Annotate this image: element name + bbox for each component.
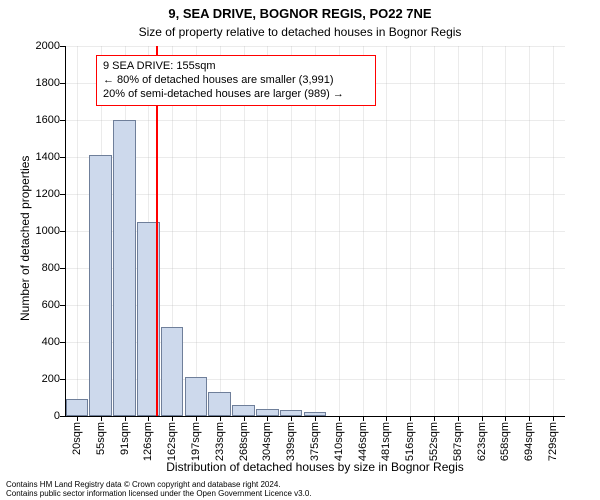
y-tick-label: 2000	[0, 40, 60, 52]
x-axis-label: Distribution of detached houses by size …	[65, 460, 565, 474]
y-tick-mark	[60, 379, 65, 380]
x-tick-label: 694sqm	[523, 422, 535, 461]
x-tick-mark	[196, 416, 197, 421]
x-tick-label: 91sqm	[119, 422, 131, 455]
x-tick-mark	[125, 416, 126, 421]
x-tick-label: 446sqm	[357, 422, 369, 461]
y-tick-label: 1200	[0, 188, 60, 200]
x-tick-label: 55sqm	[95, 422, 107, 455]
chart-container: 9, SEA DRIVE, BOGNOR REGIS, PO22 7NE Siz…	[0, 0, 600, 500]
x-tick-label: 339sqm	[285, 422, 297, 461]
annotation-box: 9 SEA DRIVE: 155sqm← 80% of detached hou…	[96, 55, 376, 106]
y-tick-label: 400	[0, 336, 60, 348]
y-tick-label: 1600	[0, 114, 60, 126]
y-tick-mark	[60, 416, 65, 417]
y-tick-label: 600	[0, 299, 60, 311]
grid-line-v	[458, 46, 459, 416]
x-tick-mark	[363, 416, 364, 421]
footer-line1: Contains HM Land Registry data © Crown c…	[6, 480, 312, 489]
grid-line-v	[553, 46, 554, 416]
bar	[256, 409, 279, 416]
bar	[161, 327, 184, 416]
x-tick-mark	[410, 416, 411, 421]
x-tick-mark	[244, 416, 245, 421]
x-tick-label: 197sqm	[190, 422, 202, 461]
footer-attribution: Contains HM Land Registry data © Crown c…	[6, 480, 312, 498]
x-tick-label: 587sqm	[452, 422, 464, 461]
annotation-line: 20% of semi-detached houses are larger (…	[103, 88, 369, 102]
x-tick-mark	[482, 416, 483, 421]
x-tick-mark	[291, 416, 292, 421]
bar	[232, 405, 255, 416]
grid-line-v	[505, 46, 506, 416]
x-tick-mark	[220, 416, 221, 421]
y-tick-mark	[60, 120, 65, 121]
x-tick-label: 268sqm	[238, 422, 250, 461]
y-tick-mark	[60, 157, 65, 158]
x-tick-label: 126sqm	[142, 422, 154, 461]
y-tick-label: 200	[0, 373, 60, 385]
x-tick-label: 516sqm	[404, 422, 416, 461]
y-tick-mark	[60, 305, 65, 306]
y-tick-mark	[60, 231, 65, 232]
x-tick-mark	[148, 416, 149, 421]
x-tick-label: 162sqm	[166, 422, 178, 461]
y-tick-label: 1800	[0, 77, 60, 89]
x-tick-mark	[434, 416, 435, 421]
grid-line-v	[386, 46, 387, 416]
annotation-line: ← 80% of detached houses are smaller (3,…	[103, 74, 369, 88]
y-tick-label: 1400	[0, 151, 60, 163]
chart-title-main: 9, SEA DRIVE, BOGNOR REGIS, PO22 7NE	[0, 6, 600, 21]
x-tick-mark	[505, 416, 506, 421]
y-axis-line	[65, 46, 66, 416]
x-tick-label: 658sqm	[499, 422, 511, 461]
x-tick-mark	[458, 416, 459, 421]
x-tick-mark	[172, 416, 173, 421]
bar	[185, 377, 208, 416]
grid-line-v	[482, 46, 483, 416]
x-tick-label: 623sqm	[476, 422, 488, 461]
x-tick-mark	[315, 416, 316, 421]
annotation-line: 9 SEA DRIVE: 155sqm	[103, 60, 369, 74]
x-tick-label: 304sqm	[261, 422, 273, 461]
y-tick-mark	[60, 268, 65, 269]
x-tick-label: 375sqm	[309, 422, 321, 461]
y-axis-label: Number of detached properties	[18, 156, 32, 321]
y-tick-label: 800	[0, 262, 60, 274]
x-tick-mark	[77, 416, 78, 421]
y-tick-mark	[60, 342, 65, 343]
bar	[208, 392, 231, 416]
x-tick-mark	[267, 416, 268, 421]
y-tick-mark	[60, 46, 65, 47]
x-tick-mark	[101, 416, 102, 421]
y-tick-label: 1000	[0, 225, 60, 237]
x-tick-label: 233sqm	[214, 422, 226, 461]
grid-line-v	[529, 46, 530, 416]
chart-title-sub: Size of property relative to detached ho…	[0, 25, 600, 39]
x-tick-label: 20sqm	[71, 422, 83, 455]
x-tick-mark	[553, 416, 554, 421]
grid-line-v	[410, 46, 411, 416]
x-tick-label: 552sqm	[428, 422, 440, 461]
y-tick-mark	[60, 194, 65, 195]
x-tick-mark	[529, 416, 530, 421]
y-tick-label: 0	[0, 410, 60, 422]
y-tick-mark	[60, 83, 65, 84]
grid-line-v	[77, 46, 78, 416]
x-tick-label: 410sqm	[333, 422, 345, 461]
footer-line2: Contains public sector information licen…	[6, 489, 312, 498]
bar	[66, 399, 89, 416]
x-tick-label: 481sqm	[380, 422, 392, 461]
x-tick-mark	[339, 416, 340, 421]
bar	[113, 120, 136, 416]
grid-line-v	[434, 46, 435, 416]
bar	[89, 155, 112, 416]
x-tick-mark	[386, 416, 387, 421]
x-tick-label: 729sqm	[547, 422, 559, 461]
